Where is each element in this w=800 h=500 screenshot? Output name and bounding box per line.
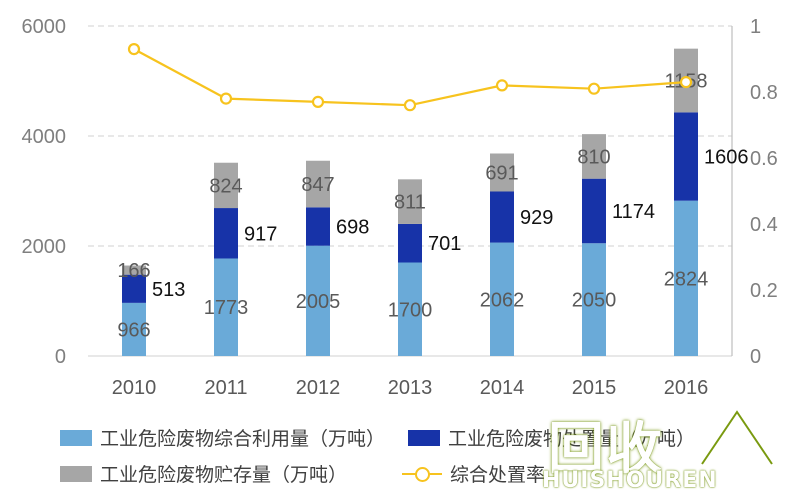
- data-label: 847: [301, 174, 334, 196]
- bar-segment-disposal: [214, 208, 238, 259]
- x-tick-label: 2016: [664, 377, 709, 399]
- line-series-rate: [133, 48, 687, 107]
- watermark-chinese-text: 回收: [548, 417, 664, 482]
- data-label: 811: [394, 192, 426, 214]
- legend-item-utilization: 工业危险废物综合利用量（万吨）: [60, 424, 385, 451]
- bar-segment-utilization: [214, 258, 238, 356]
- x-tick-label: 2013: [388, 377, 433, 399]
- bar-segment-utilization: [490, 242, 514, 356]
- bar-segment-disposal: [490, 191, 514, 243]
- y-right-tick-label: 1: [750, 16, 761, 38]
- bar-segment-disposal: [306, 207, 330, 246]
- legend-label-utilization: 工业危险废物综合利用量（万吨）: [100, 428, 386, 450]
- x-tick-label: 2011: [204, 377, 247, 399]
- y-right-tick-label: 0.6: [750, 148, 778, 170]
- chart-legend: 工业危险废物综合利用量（万吨） 工业危险废物处置量（万吨） 工业危险废物贮存量（…: [60, 418, 800, 498]
- data-label: 810: [577, 146, 610, 168]
- line-point-rate: [219, 92, 233, 105]
- bar-segment-utilization: [398, 262, 422, 356]
- data-label: 513: [152, 279, 185, 301]
- x-tick-label: 2014: [480, 377, 525, 399]
- legend-swatch-utilization: [60, 429, 92, 446]
- legend-item-rate: 综合处置率: [402, 460, 545, 487]
- bar-segment-storage: [122, 265, 146, 275]
- y-right-tick-label: 0.8: [750, 82, 778, 104]
- data-label: 824: [209, 175, 242, 197]
- legend-item-storage: 工业危险废物贮存量（万吨）: [60, 460, 347, 487]
- y-left-tick-label: 2000: [22, 236, 67, 258]
- legend-label-disposal: 工业危险废物处置量（万吨）: [448, 428, 696, 450]
- line-point-rate: [679, 75, 693, 89]
- x-tick-label: 2012: [296, 377, 341, 399]
- bar-segment-storage: [306, 160, 330, 208]
- bar-segment-storage: [582, 134, 606, 179]
- line-point-rate: [495, 79, 509, 92]
- data-label: 1606: [704, 147, 749, 169]
- x-tick-label: 2015: [572, 377, 617, 399]
- bar-segment-storage: [214, 162, 238, 209]
- data-label: 1773: [204, 297, 249, 319]
- watermark-person-icon: [698, 406, 776, 467]
- data-label: 2050: [572, 290, 617, 312]
- watermark-english-text: HUISHOUREN: [542, 468, 718, 493]
- bar-segment-storage: [398, 179, 422, 224]
- legend-label-storage: 工业危险废物贮存量（万吨）: [100, 464, 348, 486]
- y-left-tick-label: 0: [55, 346, 66, 368]
- data-label: 2062: [480, 289, 525, 311]
- line-point-rate: [587, 82, 601, 95]
- bar-segment-utilization: [122, 302, 146, 356]
- data-label: 966: [117, 319, 150, 341]
- legend-label-rate: 综合处置率: [450, 464, 546, 486]
- data-label: 929: [520, 207, 553, 229]
- data-label: 2824: [664, 268, 709, 290]
- x-tick-label: 2010: [112, 377, 157, 399]
- data-label: 1174: [612, 201, 655, 223]
- data-label: 166: [117, 260, 150, 282]
- legend-swatch-storage: [60, 465, 92, 482]
- data-label: 917: [244, 223, 277, 245]
- stacked-bar-line-chart: 0 2000 4000 6000 0 0.2 0.4 0.6 0.8 1 2010 2011 2012 2…: [22, 16, 778, 399]
- data-label: 1700: [388, 299, 433, 321]
- data-label: 698: [336, 217, 369, 239]
- bar-segment-disposal: [122, 274, 146, 303]
- bar-segment-disposal: [398, 223, 422, 263]
- huishouren-watermark-logo: 回收 HUISHOUREN: [540, 404, 790, 496]
- line-point-rate: [311, 95, 325, 109]
- data-label: 691: [485, 162, 518, 184]
- y-right-tick-label: 0.2: [750, 280, 778, 302]
- data-label: 701: [428, 233, 461, 255]
- y-left-tick-label: 6000: [22, 16, 67, 38]
- line-point-rate: [403, 99, 417, 112]
- bar-segment-disposal: [674, 112, 698, 201]
- bar-segment-disposal: [582, 178, 606, 244]
- legend-swatch-disposal: [408, 429, 440, 446]
- bar-segment-storage: [490, 153, 514, 192]
- data-label: 2005: [296, 291, 341, 313]
- bar-segment-utilization: [582, 243, 606, 356]
- y-right-tick-label: 0.4: [750, 214, 778, 236]
- bar-segment-utilization: [306, 245, 330, 356]
- line-point-rate: [127, 42, 141, 56]
- y-left-tick-label: 4000: [22, 126, 67, 148]
- y-right-tick-label: 0: [750, 346, 761, 368]
- legend-item-disposal: 工业危险废物处置量（万吨）: [408, 424, 695, 451]
- legend-swatch-rate: [402, 466, 442, 482]
- bar-segment-utilization: [674, 200, 698, 356]
